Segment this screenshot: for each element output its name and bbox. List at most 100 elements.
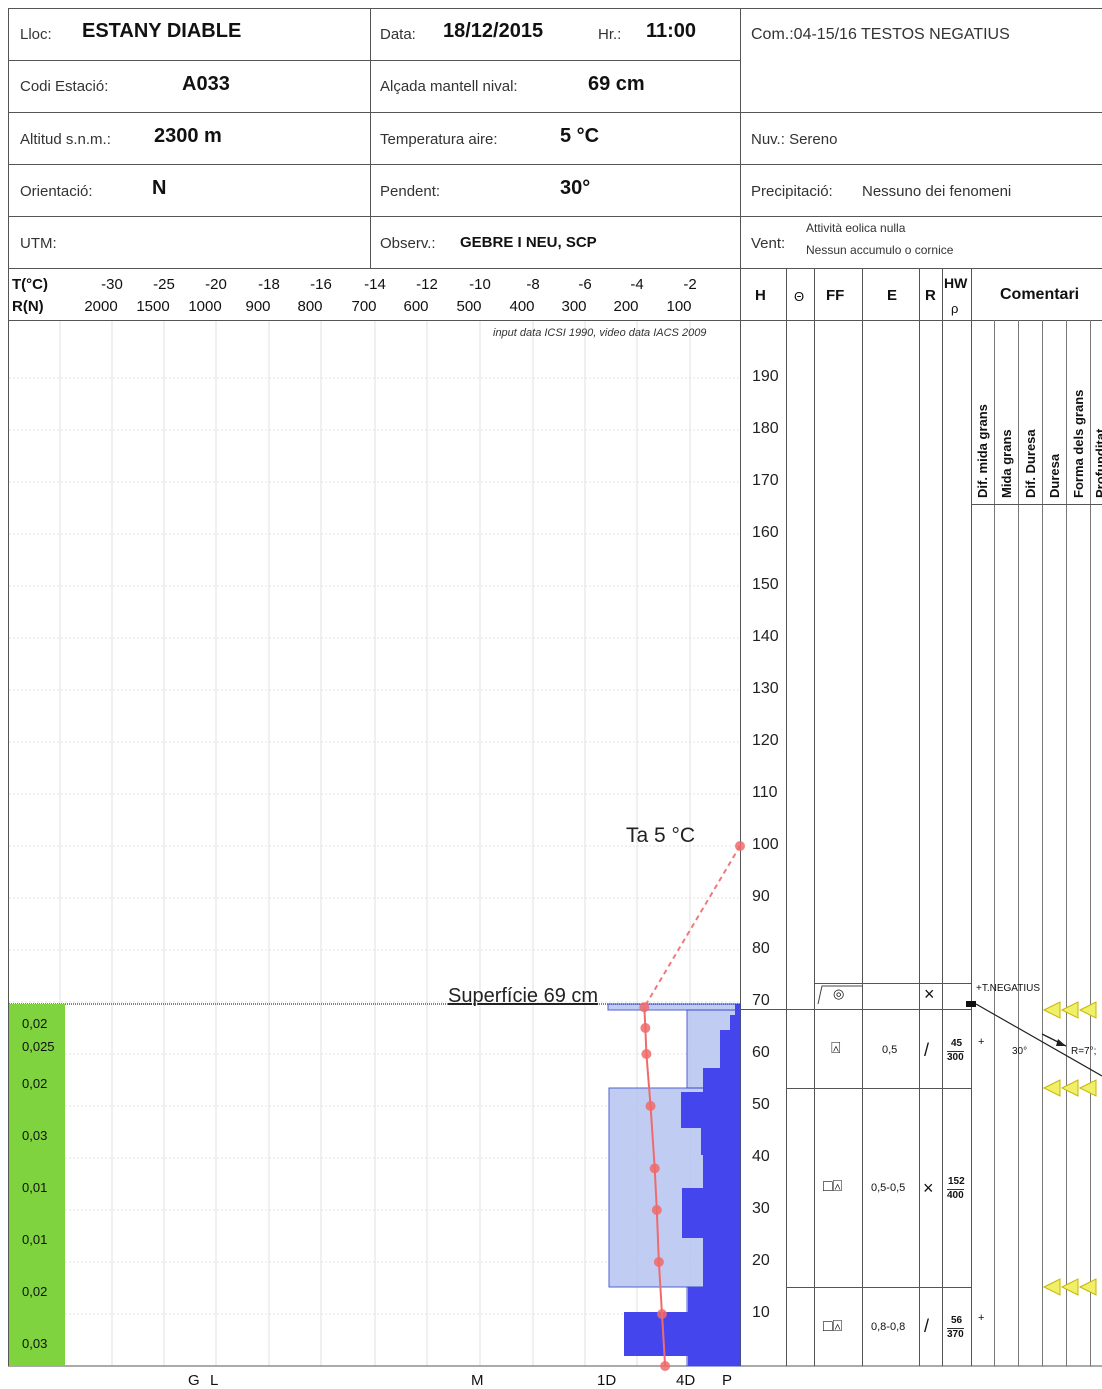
h-tick: 80 (752, 940, 770, 957)
wind-arrow-head-icon (1056, 1039, 1066, 1046)
hand-hardness-layer (607, 1003, 741, 1011)
density-label: 0,03 (22, 1336, 48, 1351)
hr-value: 11:00 (646, 20, 697, 42)
hardness-label: L (210, 1372, 219, 1389)
h-tick: 190 (752, 368, 779, 385)
temperature-point (645, 1101, 656, 1111)
ram-resistance-bar (703, 1238, 740, 1287)
temperature-point (657, 1309, 667, 1319)
h-tick: 160 (752, 524, 779, 541)
layer-3-rho: 370 (947, 1328, 964, 1340)
temp-value: 5 °C (560, 125, 600, 147)
air-temp-annotation: Ta 5 °C (626, 824, 696, 847)
ram-resistance-bar (682, 1188, 740, 1238)
grain-triangle-icon (1060, 1278, 1079, 1296)
h-tick: 120 (752, 732, 779, 749)
grain-triangle-icon (1060, 1001, 1079, 1019)
density-label: 0,02 (22, 1016, 48, 1031)
layer-1-comment: + (978, 1036, 985, 1048)
r-tick: 2000 (84, 298, 118, 315)
h-tick: 180 (752, 420, 779, 437)
r-note: R=7°; (1071, 1046, 1097, 1057)
temperature-point (653, 1257, 664, 1267)
lloc-label: Lloc: (20, 26, 52, 43)
r-tick: 1500 (136, 298, 170, 315)
orient-label: Orientació: (20, 183, 93, 200)
altitud-label: Altitud s.n.m.: (20, 131, 111, 148)
h-tick: 30 (752, 1200, 770, 1217)
h-tick: 60 (752, 1044, 770, 1061)
hardness-label: M (471, 1372, 484, 1389)
surface-marker (966, 1001, 976, 1007)
slope-note: 30° (1012, 1046, 1028, 1057)
t-tick: -2 (683, 276, 697, 293)
h-col-header: H (755, 287, 766, 304)
temperature-point (651, 1205, 662, 1215)
layer-3-r: / (924, 1316, 930, 1336)
layer-2-r: × (923, 1178, 934, 1198)
t-tick: -16 (310, 276, 332, 293)
e-col-header: E (887, 287, 898, 304)
density-label: 0,02 (22, 1076, 48, 1091)
data-label: Data: (380, 26, 416, 43)
temperature-point (640, 1023, 651, 1033)
grain-triangle-icon (1078, 1079, 1097, 1097)
h-tick: 150 (752, 576, 779, 593)
theta-col-header: Θ (794, 289, 805, 304)
density-column (9, 1004, 65, 1366)
codi-label: Codi Estació: (20, 78, 109, 95)
h-tick: 50 (752, 1096, 770, 1113)
layer-2-e: 0,5-0,5 (871, 1182, 906, 1194)
alcada-value: 69 cm (588, 73, 645, 95)
grain-triangle-icon (1078, 1001, 1097, 1019)
layer-2-hw: 152 (948, 1176, 965, 1187)
t-tick: -25 (153, 276, 175, 293)
t-tick: -14 (364, 276, 386, 293)
grain-triangle-icon (1060, 1079, 1079, 1097)
temperature-point (649, 1163, 660, 1174)
h-tick: 10 (752, 1304, 770, 1321)
surface-annotation: Superfície 69 cm (448, 985, 599, 1007)
surface-ff-mark (817, 985, 862, 1005)
density-label: 0,01 (22, 1232, 48, 1247)
ram-resistance-bar (703, 1068, 740, 1092)
ram-resistance-bar (703, 1155, 740, 1188)
orient-value: N (152, 177, 167, 199)
layer-2-rho: 400 (947, 1189, 964, 1201)
layer-3-e: 0,8-0,8 (871, 1321, 906, 1333)
t-tick: -6 (578, 276, 592, 293)
layer-0-ff: ◎ (833, 986, 845, 1001)
lloc-value: ESTANY DIABLE (82, 20, 242, 42)
h-tick: 130 (752, 680, 779, 697)
grain-triangle-icon (1042, 1079, 1061, 1097)
grain-triangle-icon (1078, 1278, 1097, 1296)
data-value: 18/12/2015 (443, 20, 544, 42)
temperature-point (641, 1049, 652, 1059)
temperature-point (639, 1002, 650, 1013)
air-temp-segment (643, 845, 741, 1008)
nuv-text: Nuv.: Sereno (751, 131, 838, 148)
precip-label: Precipitació: (751, 183, 833, 200)
com-text: Com.:04-15/16 TESTOS NEGATIUS (751, 26, 1010, 43)
hardness-label: 4D (676, 1372, 696, 1389)
pendent-label: Pendent: (380, 183, 441, 200)
layer-3-comment: + (978, 1312, 985, 1324)
h-tick: 20 (752, 1252, 770, 1269)
vent-line-2: Nessun accumulo o cornice (806, 243, 954, 257)
hardness-label: G (188, 1372, 200, 1389)
layer-0-r: × (924, 984, 935, 1004)
t-tick: -18 (258, 276, 280, 293)
slope-line (975, 1003, 1102, 1077)
hr-label: Hr.: (598, 26, 622, 43)
h-tick: 140 (752, 628, 779, 645)
density-label: 0,02 (22, 1284, 48, 1299)
r-tick: 1000 (188, 298, 222, 315)
h-tick: 110 (752, 784, 778, 801)
ram-resistance-bar (681, 1092, 740, 1128)
temp-label: Temperatura aire: (380, 131, 498, 148)
t-tick: -30 (101, 276, 123, 293)
r-tick: 200 (613, 298, 639, 315)
hardness-label: 1D (597, 1372, 617, 1389)
precip-value: Nessuno dei fenomeni (862, 183, 1012, 200)
